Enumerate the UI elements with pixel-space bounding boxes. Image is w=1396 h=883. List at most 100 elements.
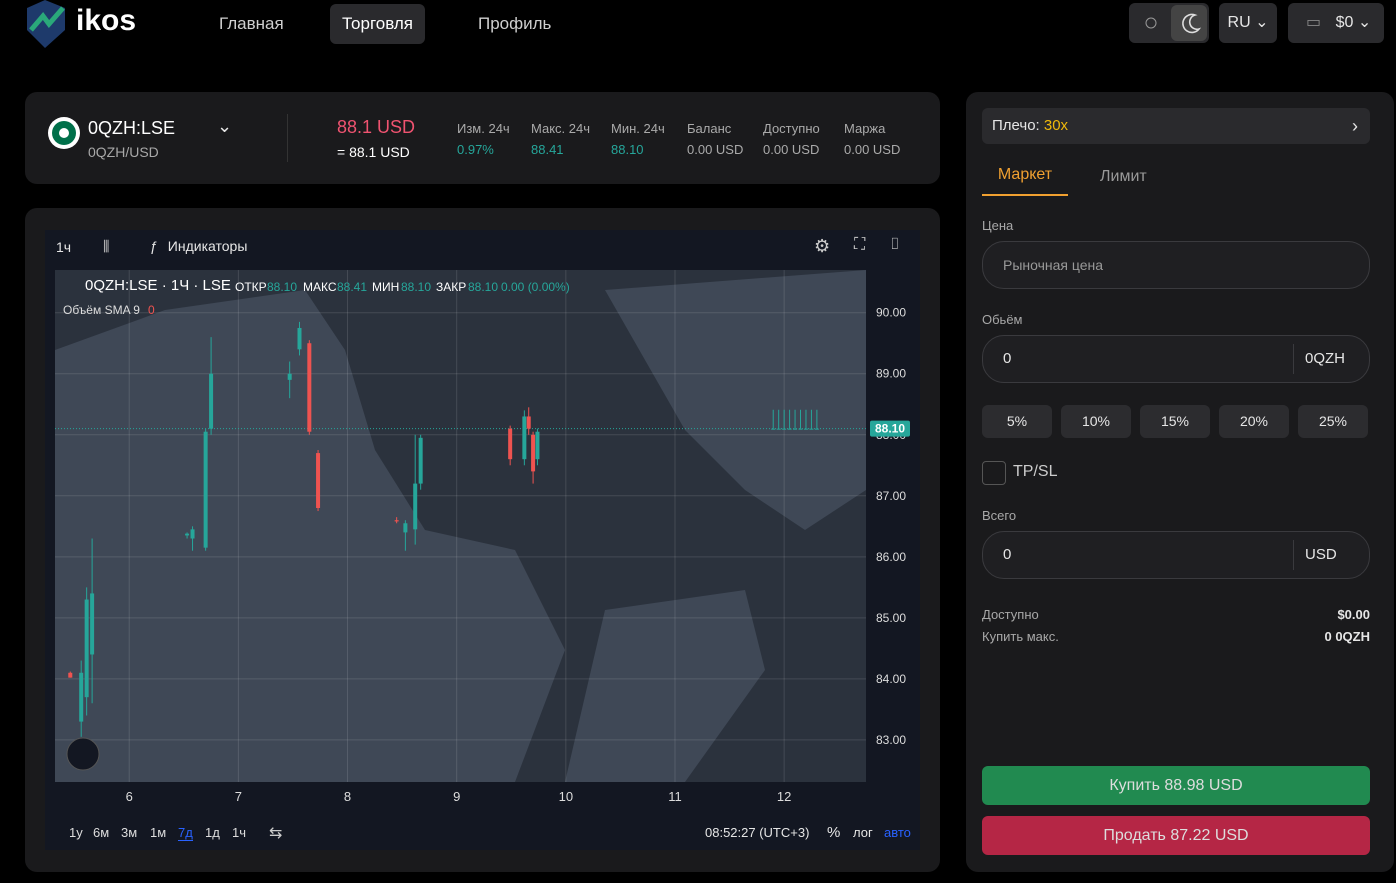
candle-body [190,529,195,539]
candle [90,538,95,704]
range-button[interactable]: 1у [69,825,83,840]
wallet[interactable]: ▭ $0 ⌄ [1288,3,1384,43]
tab[interactable]: Лимит [1100,168,1147,185]
y-tick-label: 86.00 [876,550,906,564]
percent-button[interactable]: 5% [982,405,1052,438]
candle-body [394,520,399,522]
percent-button[interactable]: 15% [1140,405,1210,438]
chart-footer: 1у 6м 3м 1м 7д 1д 1ч ⇆ 08:52:27 (UTC+3)% лог авто [45,822,920,844]
stat-label: Баланс [687,121,732,136]
legend-open-label: ОТКР [235,280,267,294]
volume-unit: 0QZH [1305,350,1346,367]
candle [209,337,214,435]
candle [803,409,808,430]
x-tick-label: 11 [668,789,682,804]
tpsl-checkbox[interactable] [982,461,1006,485]
volume-input[interactable]: 0 0QZH [982,335,1370,383]
date-range-icon[interactable]: ⇆ [269,825,283,842]
percent-button[interactable]: 25% [1298,405,1368,438]
candle-body [535,431,540,460]
candle [185,532,190,539]
nav-link[interactable]: Торговля [330,4,426,44]
candle-body [526,416,531,429]
stat-label: Мин. 24ч [611,121,665,136]
candle-body [809,428,814,430]
available-value: $0.00 [1337,607,1370,622]
price-placeholder: Рыночная цена [1003,257,1104,273]
price-label: Цена [982,218,1014,233]
language-select[interactable]: RU ⌄ [1219,3,1277,43]
y-tick-label: 90.00 [876,306,906,320]
range-button[interactable]: 1д [205,825,220,840]
candle-body [316,453,321,508]
x-tick-label: 10 [559,789,573,804]
stat-label: Изм. 24ч [457,121,510,136]
y-tick-label: 87.00 [876,489,906,503]
ticker-dropdown[interactable]: ⌄ [217,116,233,136]
interval[interactable]: 1ч [56,239,72,255]
indicators[interactable]: ƒ Индикаторы [150,238,248,254]
fullscreen-icon[interactable]: ⛶ [854,236,866,253]
candle-type[interactable]: ⫼ [103,238,110,254]
sell-button[interactable]: Продать 87.22 USD [982,816,1370,855]
available-label: Доступно [982,607,1039,622]
clock: 08:52:27 (UTC+3) [705,825,810,840]
stat-label: Маржа [844,121,886,136]
percent-button[interactable]: 20% [1219,405,1289,438]
screenshot-icon[interactable]: ⌷ [890,236,900,253]
candle [316,450,321,512]
legend-low-label: МИН [372,280,399,294]
price-input[interactable]: Рыночная цена [982,241,1370,289]
candle [798,409,803,430]
candle-body [771,428,776,430]
range-button[interactable]: 7д [178,825,193,841]
legend-low: 88.10 [401,280,431,294]
candle-body [287,373,292,380]
x-tick-label: 9 [453,789,460,804]
candle-body [418,437,423,484]
candle [413,434,418,545]
ticker-symbol[interactable]: 0QZH:LSE [88,118,176,138]
percent-button[interactable]: 10% [1061,405,1131,438]
map-shape [605,270,866,530]
stat-label: Макс. 24ч [531,121,590,136]
last-price-label: 88.10 [875,422,905,436]
auto-toggle[interactable]: авто [884,825,911,840]
percent-toggle[interactable]: % [827,824,841,841]
buy-button[interactable]: Купить 88.98 USD [982,766,1370,805]
ticker-pair: 0QZH/USD [88,144,159,160]
tab[interactable]: Маркет [982,166,1068,196]
logo[interactable]: ikos [76,4,137,37]
nav-link[interactable]: Профиль [478,14,552,33]
legend-close-label: ЗАКР [436,280,466,294]
y-tick-label: 85.00 [876,611,906,625]
theme-toggle[interactable] [1129,3,1209,43]
range-button[interactable]: 1ч [232,825,247,840]
total-label: Всего [982,508,1017,523]
legend-volume: Объём SMA 9 [63,303,140,317]
candle [787,409,792,430]
x-tick-label: 12 [777,789,791,804]
settings-icon[interactable]: ⚙ [814,236,831,256]
candle-body [814,428,819,430]
total-input[interactable]: 0 USD [982,531,1370,579]
max-buy-value: 0 0QZH [1324,629,1370,644]
order-panel [966,92,1394,872]
stat-value: 88.10 [611,142,644,157]
candle [814,409,819,430]
candle-body [787,428,792,430]
candle [809,409,814,430]
wallet-balance: $0 [1335,14,1354,31]
candle [68,671,73,678]
range-button[interactable]: 1м [150,825,167,840]
range-button[interactable]: 3м [121,825,138,840]
leverage[interactable]: Плечо: 30x › [982,108,1370,144]
candle [771,409,776,430]
stat-value: 0.00 USD [763,142,820,157]
ticker-panel: 0QZH:LSE 0QZH/USD ⌄ 88.1 USD = 88.1 USD … [25,92,940,184]
candle-body [522,416,527,460]
range-button[interactable]: 6м [93,825,110,840]
nav-link[interactable]: Главная [219,14,284,33]
log-toggle[interactable]: лог [853,825,873,840]
legend-title: 0QZH:LSE · 1Ч · LSE [85,277,231,294]
